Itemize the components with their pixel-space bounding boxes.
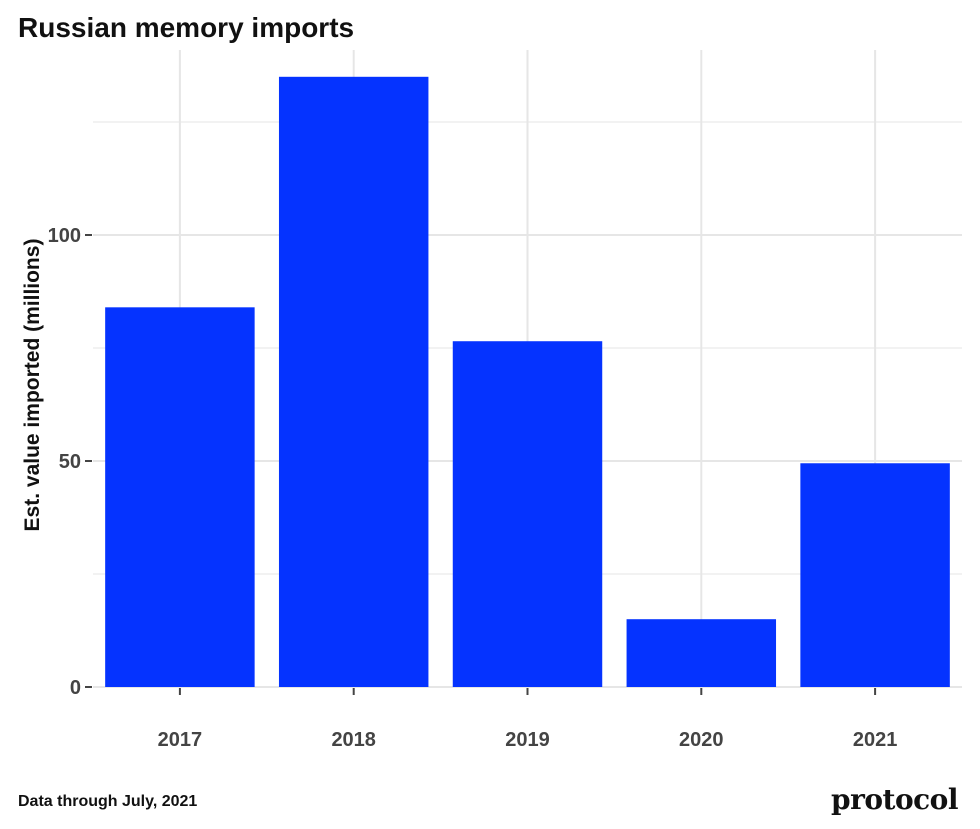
x-tick-label: 2017 [158, 729, 203, 751]
x-tick-label: 2019 [505, 729, 550, 751]
footnote: Data through July, 2021 [18, 793, 198, 810]
y-tick-label: 100 [48, 225, 81, 247]
protocol-logo: protocol [831, 783, 958, 816]
bars [105, 76, 950, 688]
x-axis-ticks: 2017 2018 2019 2020 2021 [158, 688, 898, 751]
y-tick-label: 50 [59, 451, 81, 473]
bar-2020 [626, 619, 777, 687]
x-tick-label: 2020 [679, 729, 724, 751]
bar-2019 [452, 341, 603, 687]
y-axis-ticks: 0 50 100 [48, 225, 92, 699]
bar-2017 [105, 307, 255, 687]
bar-2018 [278, 76, 429, 688]
bar-2021 [800, 463, 950, 687]
y-tick-label: 0 [70, 677, 81, 699]
x-tick-label: 2018 [331, 729, 376, 751]
chart-title: Russian memory imports [18, 12, 355, 43]
x-tick-label: 2021 [853, 729, 898, 751]
